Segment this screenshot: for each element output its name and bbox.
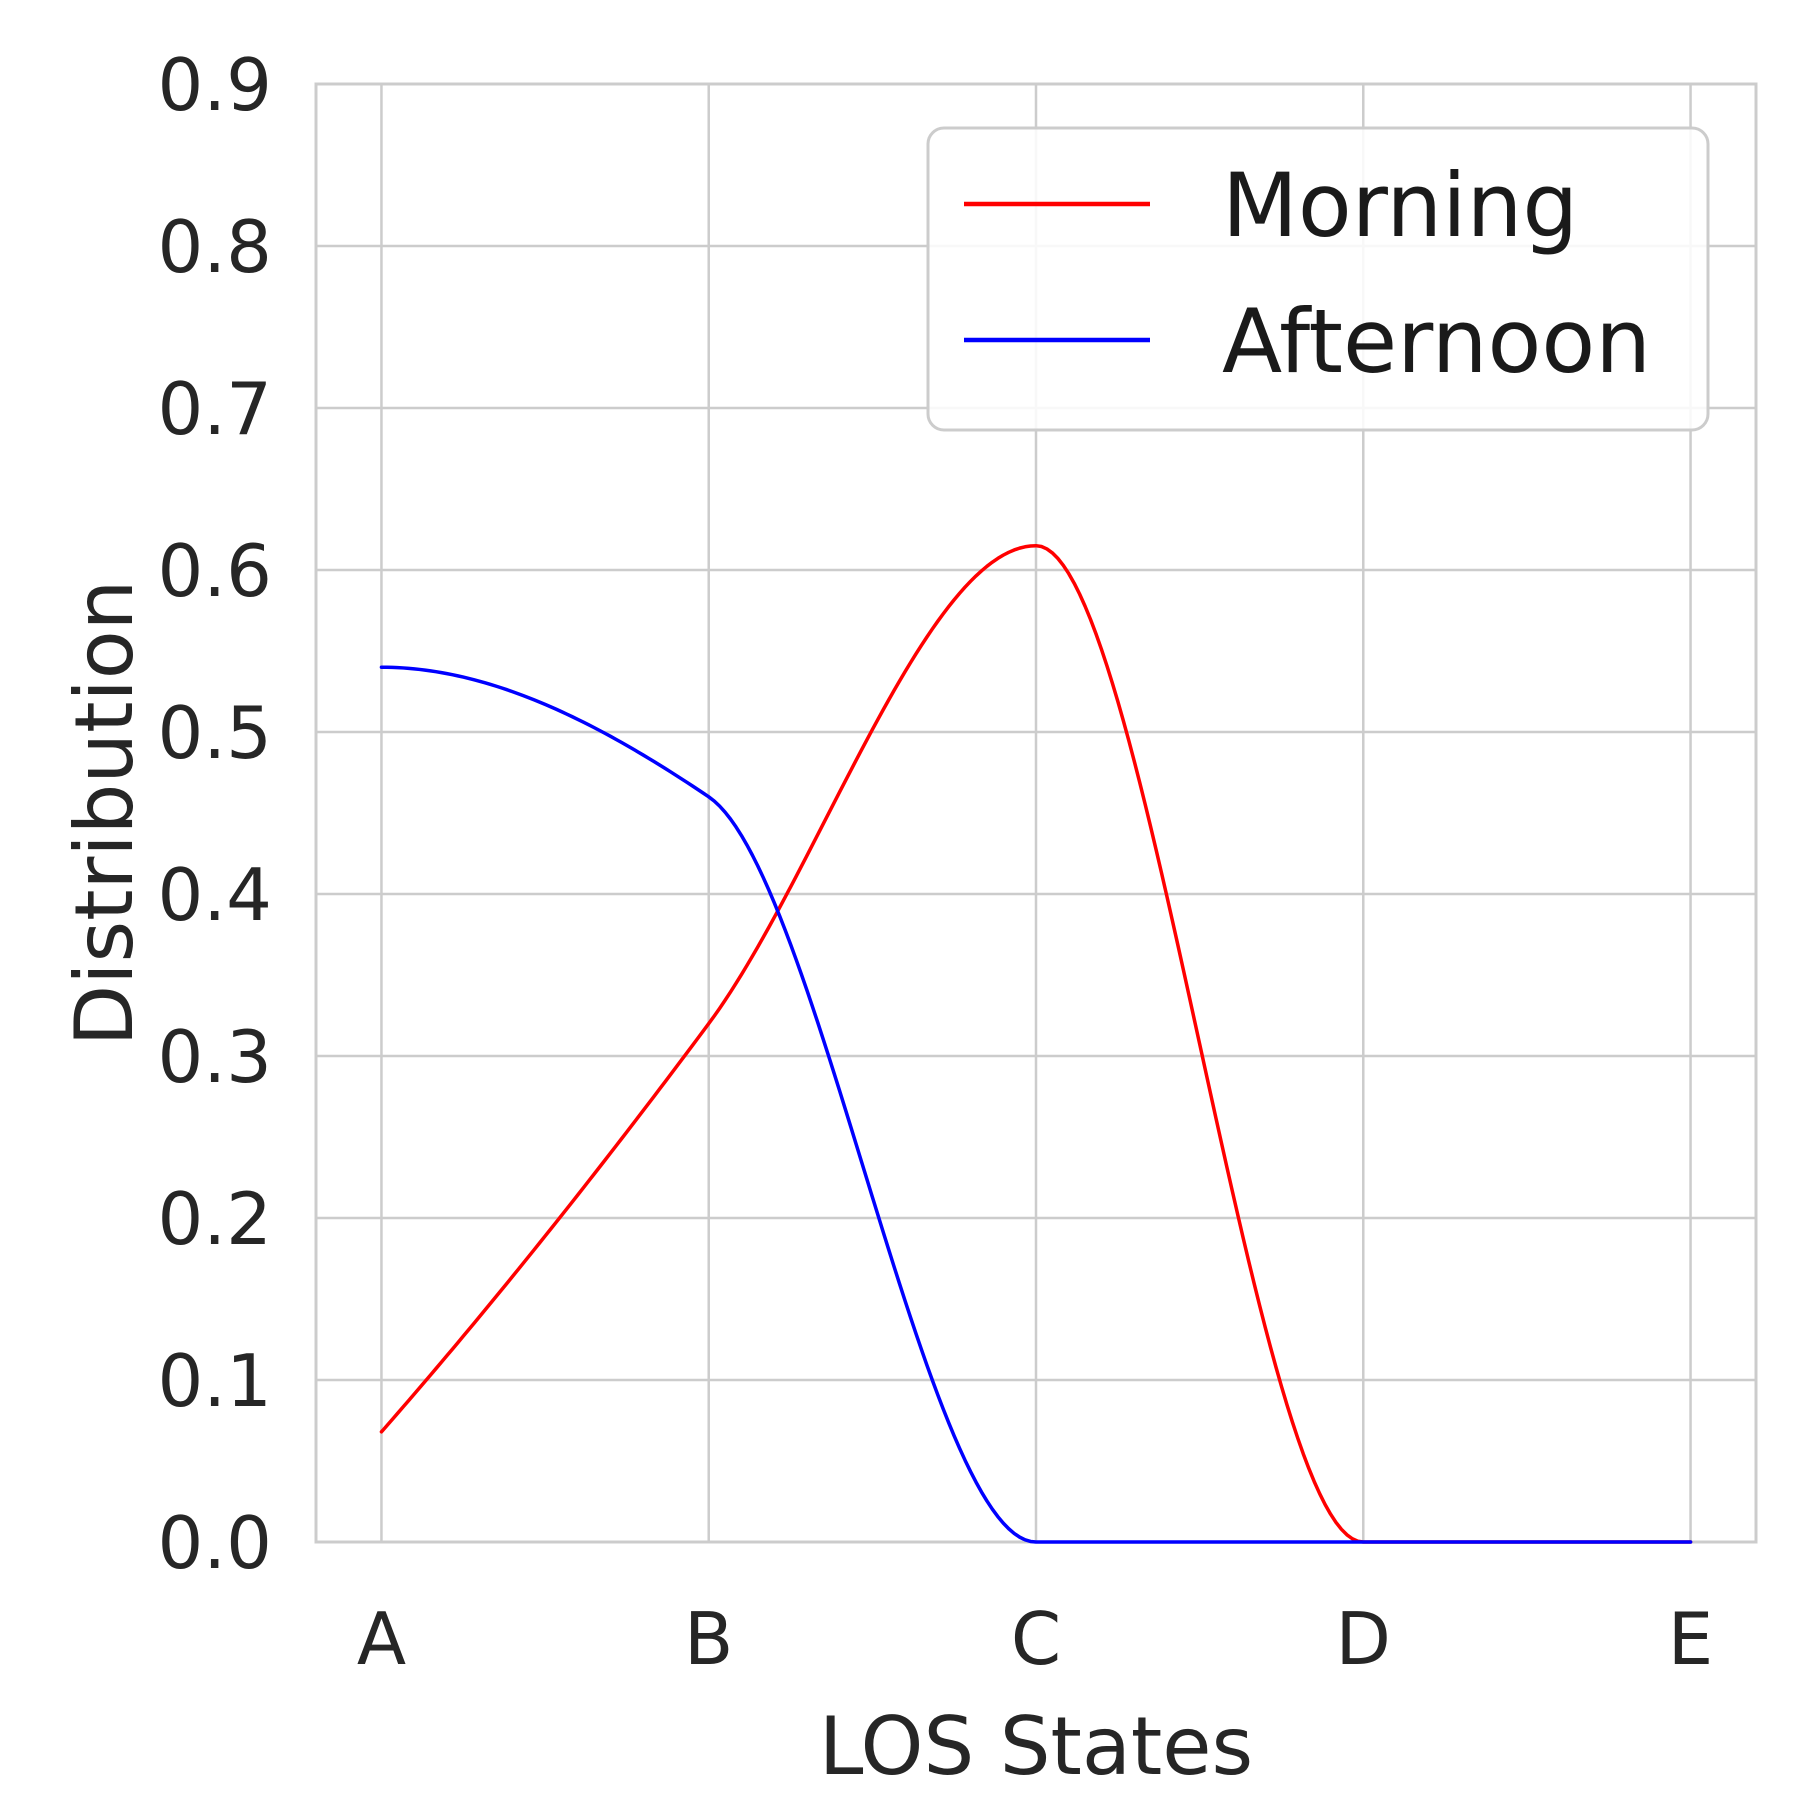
- legend-label-afternoon: Afternoon: [1222, 290, 1651, 393]
- y-tick-label: 0.7: [157, 367, 272, 451]
- y-tick-label: 0.8: [157, 205, 272, 289]
- y-tick-label: 0.6: [157, 529, 272, 613]
- series-lines: [379, 543, 1693, 1544]
- y-tick-label: 0.9: [157, 43, 272, 127]
- y-tick-label: 0.2: [157, 1177, 272, 1261]
- x-tick-label: D: [1336, 1597, 1391, 1681]
- y-tick-label: 0.3: [157, 1015, 272, 1099]
- x-tick-labels: A B C D E: [357, 1597, 1713, 1681]
- x-tick-label: A: [357, 1597, 406, 1681]
- y-tick-label: 0.1: [157, 1339, 272, 1423]
- y-tick-labels: 0.0 0.1 0.2 0.3 0.4 0.5 0.6 0.7 0.8 0.9: [157, 43, 272, 1585]
- x-tick-label: B: [684, 1597, 733, 1681]
- x-tick-label: C: [1011, 1597, 1061, 1681]
- x-tick-label: E: [1668, 1597, 1714, 1681]
- y-tick-label: 0.4: [157, 853, 272, 937]
- x-axis-label: LOS States: [819, 1700, 1253, 1793]
- y-tick-label: 0.5: [157, 691, 272, 775]
- legend: Morning Afternoon: [926, 126, 1710, 432]
- series-line-afternoon: [379, 665, 1693, 1544]
- legend-label-morning: Morning: [1222, 154, 1578, 257]
- y-axis-label: Distribution: [58, 580, 151, 1047]
- y-tick-label: 0.0: [157, 1501, 272, 1585]
